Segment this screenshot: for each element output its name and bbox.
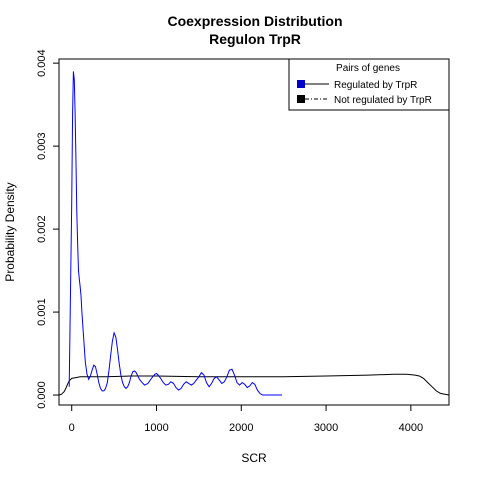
x-tick-label: 0: [69, 422, 75, 434]
chart-title: Coexpression Distribution: [167, 13, 342, 29]
legend-swatch-not-regulated: [297, 95, 305, 103]
chart-subtitle: Regulon TrpR: [209, 31, 301, 47]
plot-series: [58, 71, 450, 396]
series-line-regulated-by-trpr: [68, 71, 282, 396]
x-tick-label: 2000: [229, 422, 253, 434]
y-tick-label: 0.001: [36, 298, 48, 326]
legend-label-regulated: Regulated by TrpR: [334, 80, 417, 91]
y-tick-label: 0.004: [36, 49, 48, 77]
plot-frame: [58, 58, 450, 406]
legend-title: Pairs of genes: [336, 63, 400, 74]
y-tick-label: 0.003: [36, 132, 48, 160]
y-tick-label: 0.000: [36, 381, 48, 409]
y-tick-label: 0.002: [36, 215, 48, 243]
legend-label-not-regulated: Not regulated by TrpR: [334, 95, 432, 106]
x-axis-label: SCR: [241, 451, 267, 465]
x-axis: 0 1000 2000 3000 4000: [69, 405, 423, 434]
y-axis-label: Probability Density: [3, 182, 17, 281]
x-tick-label: 4000: [399, 422, 423, 434]
series-line-not-regulated-by-trpr: [58, 373, 450, 396]
legend: Pairs of genes Regulated by TrpR Not reg…: [288, 58, 450, 111]
x-tick-label: 1000: [144, 422, 168, 434]
y-axis: 0.000 0.001 0.002 0.003 0.004: [36, 49, 59, 409]
legend-swatch-regulated: [297, 80, 305, 88]
x-tick-label: 3000: [314, 422, 338, 434]
